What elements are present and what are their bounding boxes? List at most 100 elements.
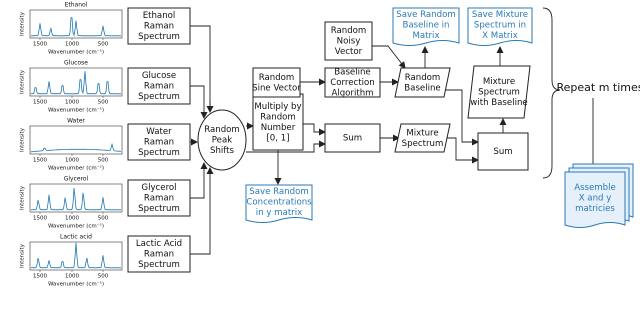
connectors	[190, 7, 597, 255]
node-label: Random	[405, 73, 441, 83]
x-axis-label: Wavenumber (cm⁻¹)	[48, 107, 104, 114]
node-label: Glycerol	[141, 183, 176, 193]
x-tick-label: 500	[98, 274, 109, 280]
x-tick-label: 1500	[33, 216, 47, 222]
node-label: Number	[261, 123, 296, 133]
arrow	[190, 167, 214, 255]
node-label: Sine Vector	[252, 83, 301, 93]
x-tick-label: 500	[98, 158, 109, 164]
x-tick-label: 1000	[65, 216, 79, 222]
node-label: Sum	[493, 147, 512, 157]
node-box	[477, 132, 529, 171]
y-axis-label: Intensity	[20, 185, 26, 210]
arrow	[446, 137, 479, 164]
node-parallelogram	[394, 123, 451, 153]
spectrum-plot: Lactic acid Intensity 1500 1000 500Wavenumbe…	[20, 234, 123, 288]
x-axis-label: Wavenumber (cm⁻¹)	[48, 281, 104, 288]
node-label: Raman	[144, 138, 174, 148]
spectrum-line	[30, 187, 121, 211]
node-label: Baseline	[334, 68, 370, 78]
node-label: Mixture	[483, 77, 515, 87]
node-label: Save Random	[396, 10, 455, 20]
y-axis-label: Intensity	[20, 127, 26, 152]
node-box	[324, 67, 381, 98]
x-axis-label: Wavenumber (cm⁻¹)	[48, 49, 104, 56]
node: Sum	[477, 132, 529, 171]
x-tick-label: 500	[98, 216, 109, 222]
node-box	[127, 7, 191, 45]
spectrum-line	[30, 142, 122, 153]
spectrum-title: Glucose	[64, 60, 88, 67]
node-label: Spectrum	[138, 92, 180, 102]
arrow	[190, 85, 208, 119]
spectrum-title: Water	[67, 118, 85, 125]
node-label: matricies	[575, 204, 615, 214]
node-box	[252, 67, 301, 98]
node-label: Vector	[335, 47, 363, 57]
node-label: in y matrix	[256, 208, 302, 218]
node-label: Sum	[343, 134, 362, 144]
node-label: Lactic Acid	[136, 239, 182, 249]
x-tick-label: 1500	[33, 100, 47, 106]
plot-frame	[29, 125, 123, 155]
node-label: Raman	[144, 194, 174, 204]
x-tick-label: 500	[98, 42, 109, 48]
node-label: Ethanol	[143, 11, 176, 21]
spectrum-title: Lactic acid	[60, 234, 92, 241]
node-label: Baseline in	[402, 21, 449, 31]
node-label: Spectrum	[402, 139, 444, 149]
node-label: Shifts	[210, 146, 235, 156]
spectrum-title: Glycerol	[64, 176, 89, 183]
node-label: Multiply by	[254, 102, 301, 112]
plot-frame	[29, 67, 123, 97]
arrow	[446, 89, 479, 146]
arrow	[190, 162, 208, 199]
node-label: Concentrations	[246, 198, 312, 208]
node-parallelogram	[394, 67, 451, 98]
x-axis-label: Wavenumber (cm⁻¹)	[48, 223, 104, 230]
node-label: Assemble	[574, 183, 616, 193]
spectrum-line	[30, 242, 121, 269]
arrow	[303, 123, 326, 136]
y-axis-label: Intensity	[20, 11, 26, 36]
x-tick-label: 1000	[65, 158, 79, 164]
spectrum-title: Ethanol	[65, 2, 88, 9]
node-label: X and y	[579, 194, 612, 204]
node-box	[127, 67, 191, 105]
node-label: Spectrum	[138, 32, 180, 42]
spectrum-line	[31, 17, 121, 37]
connector	[190, 25, 211, 112]
node-document	[564, 171, 626, 228]
node-label: Matrix	[412, 31, 439, 41]
node-label: Peak	[212, 136, 232, 146]
x-tick-label: 1000	[65, 274, 79, 280]
node-document	[245, 184, 313, 223]
arrow	[372, 45, 406, 69]
node-label: Glucose	[142, 71, 176, 81]
plot-frame	[29, 9, 123, 39]
node-label: Baseline	[404, 83, 440, 93]
node-box	[127, 235, 191, 273]
node-label: Correction	[330, 78, 374, 88]
node-label: Raman	[144, 250, 174, 260]
node-label: Random	[331, 26, 367, 36]
node-box	[127, 179, 191, 217]
node-label: Raman	[144, 22, 174, 32]
node-ellipse	[197, 109, 247, 171]
node-label: Save Random	[249, 187, 308, 197]
